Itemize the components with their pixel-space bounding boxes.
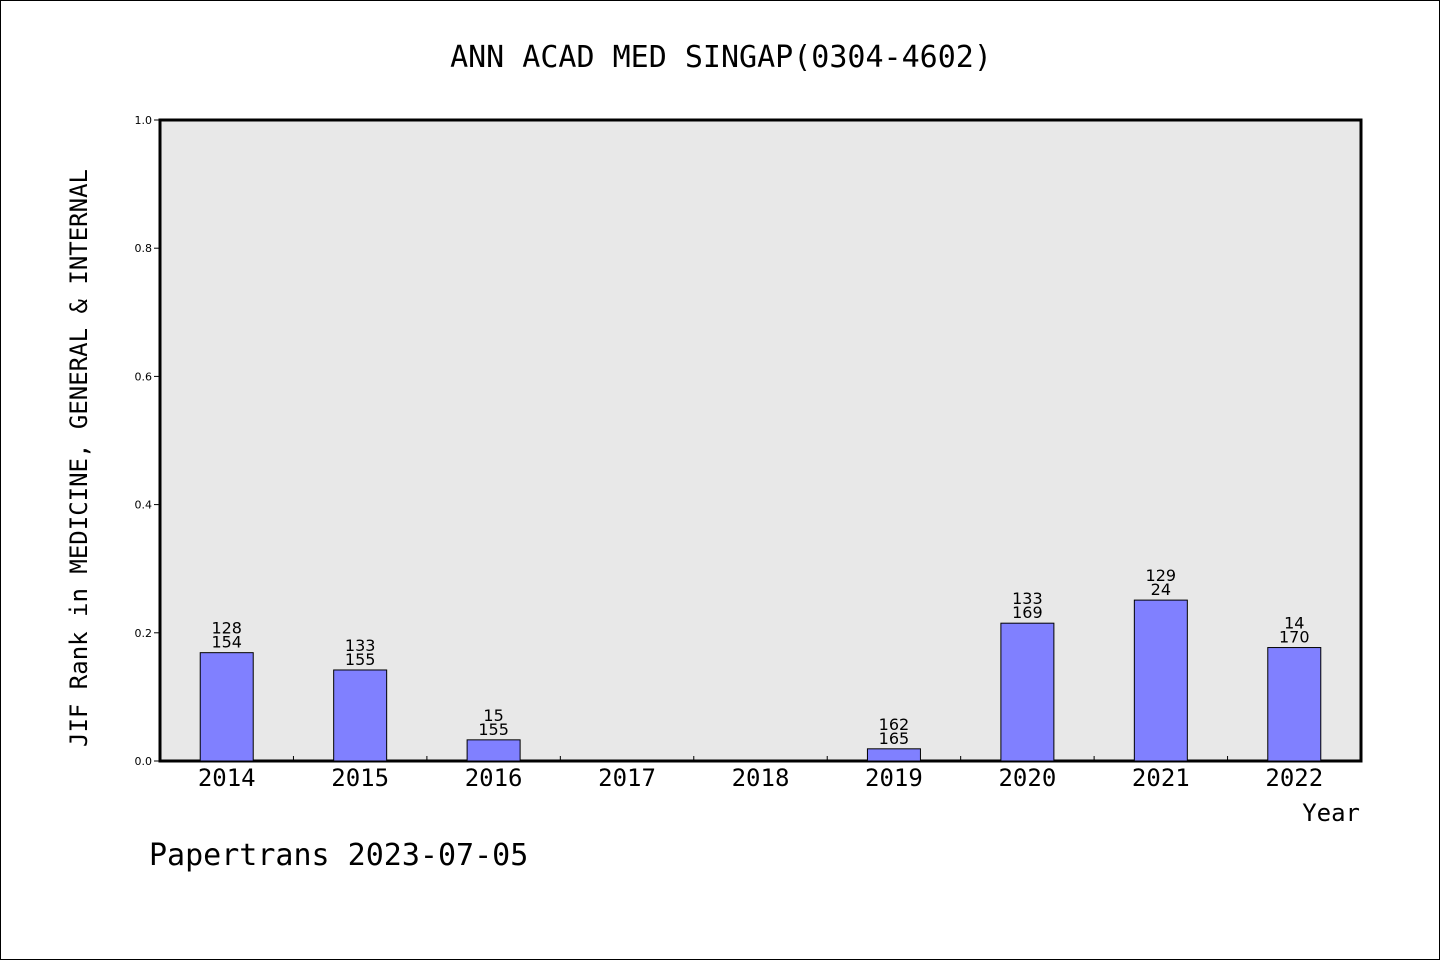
- data-label-bottom: 24: [1151, 580, 1171, 599]
- data-label-top: 15: [483, 706, 503, 725]
- x-tick-label: 2022: [1265, 764, 1323, 792]
- data-label-bottom: 155: [345, 650, 376, 669]
- data-label-bottom: 155: [478, 720, 509, 739]
- x-tick-label: 2021: [1132, 764, 1190, 792]
- x-tick-label: 2016: [465, 764, 523, 792]
- data-label-top: 129: [1146, 566, 1177, 585]
- x-tick-label: 2018: [732, 764, 790, 792]
- data-label-top: 162: [879, 715, 910, 734]
- x-axis: 2014 2015 2016 2017 2018 2019 2020 2021 2022: [198, 756, 1323, 792]
- bar-2014: [199, 652, 254, 762]
- bar-2015: [333, 669, 388, 762]
- data-label-bottom: 165: [879, 729, 910, 748]
- data-label-bottom: 169: [1012, 603, 1043, 622]
- bar-2016: [466, 739, 521, 762]
- y-tick-label: 0.6: [135, 370, 153, 383]
- data-label-bottom: 154: [211, 633, 242, 652]
- bar-2020: [1000, 622, 1055, 762]
- bar-2019: [866, 748, 921, 762]
- data-label-top: 133: [345, 636, 376, 655]
- x-tick-label: 2014: [198, 764, 256, 792]
- y-tick-label: 0.0: [135, 755, 153, 768]
- data-label-top: 14: [1284, 614, 1304, 633]
- y-axis: 0.0 0.2 0.4 0.6 0.8 1.0: [135, 114, 160, 768]
- data-label-bottom: 170: [1279, 628, 1310, 647]
- y-tick-label: 0.8: [135, 242, 153, 255]
- footer-credit: Papertrans 2023-07-05: [149, 838, 528, 873]
- x-tick-label: 2020: [998, 764, 1056, 792]
- data-label-top: 133: [1012, 589, 1043, 608]
- bar-2022: [1267, 647, 1322, 762]
- x-tick-label: 2015: [331, 764, 389, 792]
- chart-title: ANN ACAD MED SINGAP(0304-4602): [450, 40, 992, 75]
- data-label-top: 128: [211, 619, 242, 638]
- y-tick-label: 1.0: [135, 114, 153, 127]
- y-tick-label: 0.4: [135, 499, 153, 512]
- y-tick-label: 0.2: [135, 627, 153, 640]
- x-axis-label: Year: [1302, 799, 1360, 827]
- bar-2021: [1133, 599, 1188, 762]
- y-axis-label: JIF Rank in MEDICINE, GENERAL & INTERNAL: [65, 169, 93, 747]
- x-tick-label: 2019: [865, 764, 923, 792]
- x-tick-label: 2017: [598, 764, 656, 792]
